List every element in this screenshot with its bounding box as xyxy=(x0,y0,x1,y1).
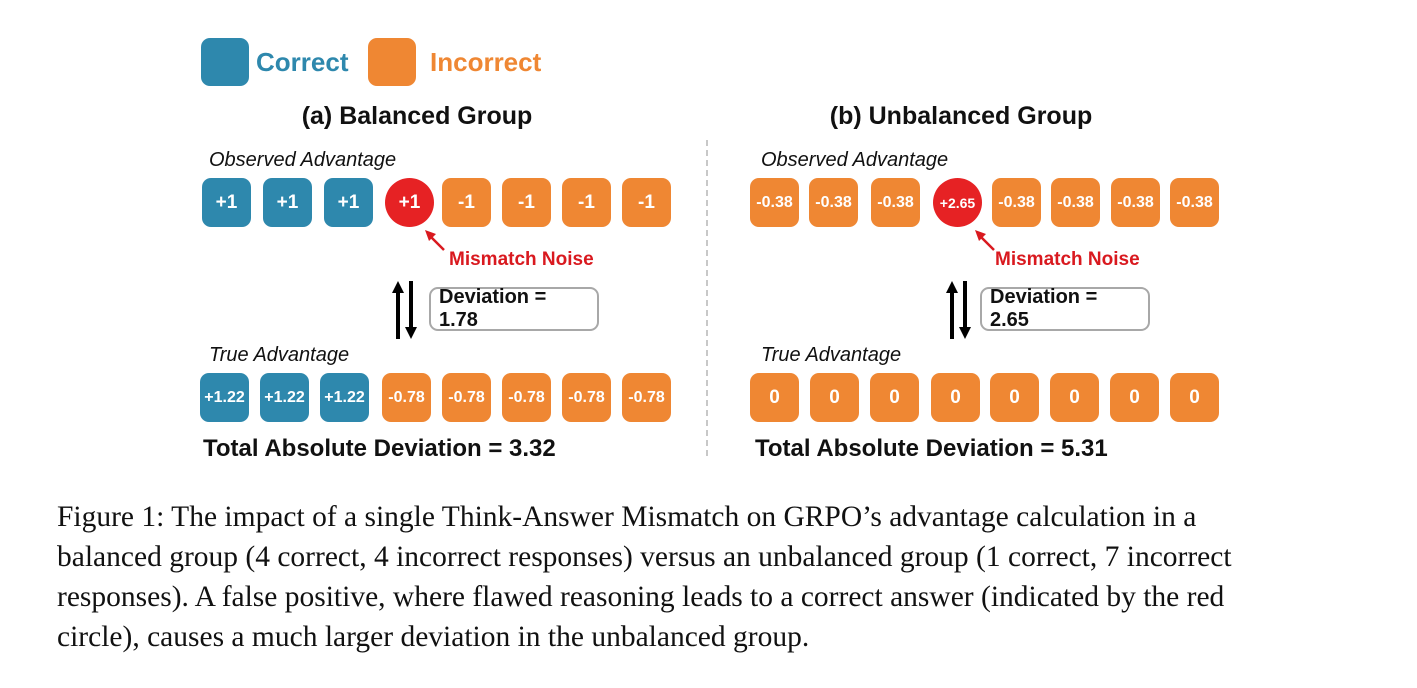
panel-a-true-box: +1.22 xyxy=(200,373,249,422)
panel-b-true-box: 0 xyxy=(990,373,1039,422)
caption-line: balanced group (4 correct, 4 incorrect r… xyxy=(57,541,1232,573)
panel-b-observed-box: -0.38 xyxy=(809,178,858,227)
panel-a-mismatch-arrow xyxy=(425,230,445,251)
legend-correct-swatch xyxy=(201,38,249,86)
panel-a-deviation-box: Deviation = 1.78 xyxy=(429,286,599,331)
panel-a-observed-label: Observed Advantage xyxy=(209,149,397,171)
panel-a-observed-box: -1 xyxy=(622,178,671,227)
panel-b-true-box: 0 xyxy=(931,373,980,422)
panel-a-true-box: -0.78 xyxy=(502,373,551,422)
panel-a-true-box: -0.78 xyxy=(442,373,491,422)
panel-b-observed-box: -0.38 xyxy=(750,178,799,227)
panel-b-true-box: 0 xyxy=(810,373,859,422)
legend-incorrect-swatch xyxy=(368,38,416,86)
panel-b-true-box: 0 xyxy=(870,373,919,422)
panel-b-true-label: True Advantage xyxy=(761,344,902,366)
panel-b-noise-circle: +2.65 xyxy=(933,178,982,227)
figure-caption: Figure 1: The impact of a single Think-A… xyxy=(57,497,1357,657)
panel-b-observed-box: -0.38 xyxy=(1051,178,1100,227)
panel-b-observed-box: -0.38 xyxy=(871,178,920,227)
panel-b-observed-box: -0.38 xyxy=(992,178,1041,227)
panel-b-true-box: 0 xyxy=(1170,373,1219,422)
panel-b-observed-label: Observed Advantage xyxy=(761,149,949,171)
panel-b-updown-arrows xyxy=(946,281,971,339)
panel-a-true-box: -0.78 xyxy=(382,373,431,422)
panel-a-mismatch-label: Mismatch Noise xyxy=(449,249,594,270)
panel-a-noise-circle: +1 xyxy=(385,178,434,227)
panel-a-observed-box: -1 xyxy=(562,178,611,227)
legend-correct-label: Correct xyxy=(256,47,349,77)
panel-a-true-box: +1.22 xyxy=(320,373,369,422)
panel-a-true-label: True Advantage xyxy=(209,344,350,366)
caption-line: responses). A false positive, where flaw… xyxy=(57,581,1225,613)
panel-a-title: (a) Balanced Group xyxy=(301,102,533,130)
panel-a-observed-box: +1 xyxy=(324,178,373,227)
caption-line: Figure 1: The impact of a single Think-A… xyxy=(57,501,1197,533)
panel-b-title: (b) Unbalanced Group xyxy=(829,102,1093,130)
panel-b-mismatch-label: Mismatch Noise xyxy=(995,249,1140,270)
panel-b-total-deviation: Total Absolute Deviation = 5.31 xyxy=(755,435,1108,462)
panel-a-total-deviation: Total Absolute Deviation = 3.32 xyxy=(203,435,556,462)
panel-a-true-box: +1.22 xyxy=(260,373,309,422)
panel-a-true-box: -0.78 xyxy=(562,373,611,422)
panel-b-true-box: 0 xyxy=(750,373,799,422)
panel-a-observed-box: -1 xyxy=(502,178,551,227)
panel-b-true-box: 0 xyxy=(1050,373,1099,422)
caption-line: circle), causes a much larger deviation … xyxy=(57,621,810,653)
panel-b-deviation-box: Deviation = 2.65 xyxy=(980,286,1150,331)
panel-a-observed-box: +1 xyxy=(202,178,251,227)
panel-divider xyxy=(706,140,708,456)
panel-b-observed-box: -0.38 xyxy=(1170,178,1219,227)
panel-a-true-box: -0.78 xyxy=(622,373,671,422)
panel-a-observed-box: -1 xyxy=(442,178,491,227)
panel-b-observed-box: -0.38 xyxy=(1111,178,1160,227)
panel-b-mismatch-arrow xyxy=(975,230,995,251)
panel-a-updown-arrows xyxy=(392,281,417,339)
legend-incorrect-label: Incorrect xyxy=(430,47,542,77)
panel-b-true-box: 0 xyxy=(1110,373,1159,422)
panel-a-observed-box: +1 xyxy=(263,178,312,227)
